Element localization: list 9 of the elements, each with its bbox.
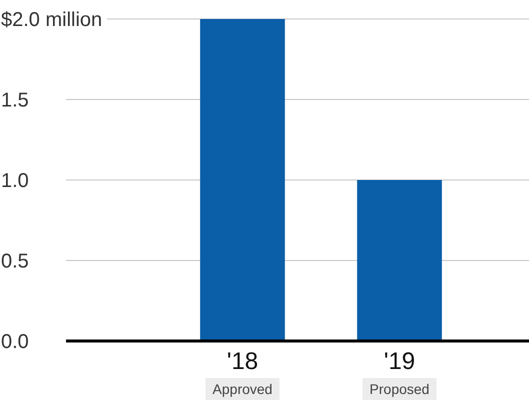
x-tick-label: '18 (226, 348, 258, 375)
y-tick-label: $2.0 million (1, 9, 102, 31)
y-tick-label: 1.0 (1, 170, 29, 192)
x-tick-label: '19 (384, 348, 416, 375)
text: Approved (212, 381, 272, 397)
y-tick-label: 0.5 (1, 250, 29, 272)
y-tick-label: 0.0 (1, 331, 29, 353)
y-tick-label: 1.5 (1, 90, 29, 112)
text: Proposed (370, 381, 430, 397)
